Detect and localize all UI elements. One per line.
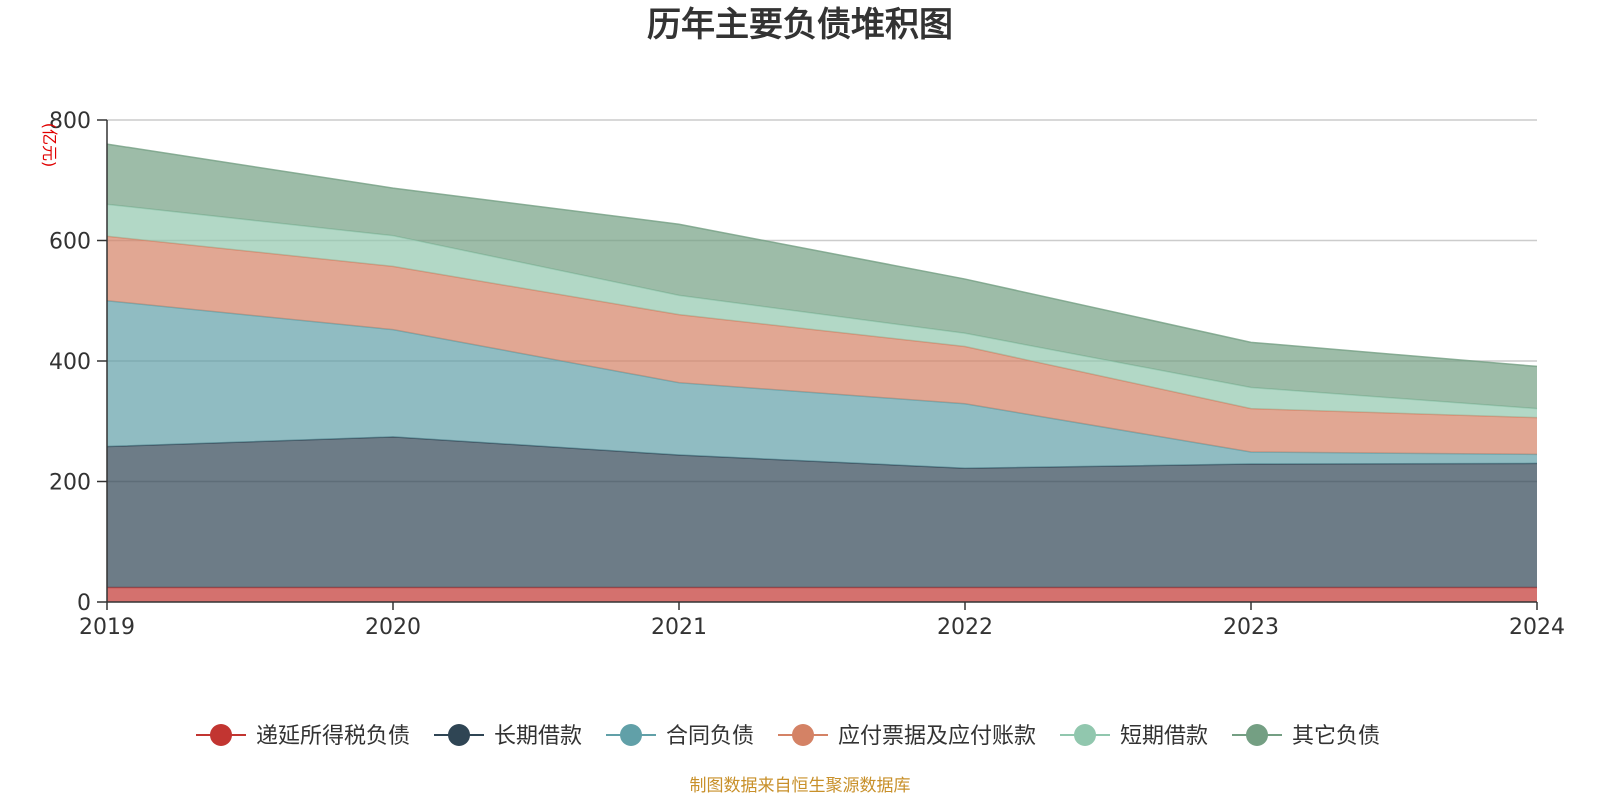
legend-label: 短期借款 <box>1120 724 1208 749</box>
legend-marker <box>210 724 232 746</box>
y-tick-label: 800 <box>49 109 91 134</box>
legend-marker <box>1246 724 1268 746</box>
legend-label: 应付票据及应付账款 <box>838 724 1036 749</box>
y-tick-labels: 0 200 400 600 800 <box>49 109 107 616</box>
source-note: 制图数据来自恒生聚源数据库 <box>690 776 911 796</box>
legend-label: 长期借款 <box>494 724 582 749</box>
x-tick-label: 2021 <box>651 615 707 640</box>
legend-item: 其它负债 <box>1232 724 1380 749</box>
x-tick-labels: 2019 2020 2021 2022 2023 2024 <box>79 602 1565 640</box>
legend-item: 应付票据及应付账款 <box>778 724 1036 749</box>
x-tick-label: 2022 <box>937 615 993 640</box>
legend-item: 递延所得税负债 <box>196 724 410 749</box>
legend: 递延所得税负债 长期借款 合同负债 应付票据及应付账款 短期借款 其它负债 <box>196 724 1380 749</box>
area-series-0 <box>107 587 1537 602</box>
legend-marker <box>620 724 642 746</box>
legend-marker <box>1074 724 1096 746</box>
legend-item: 短期借款 <box>1060 724 1208 749</box>
x-tick-label: 2020 <box>365 615 421 640</box>
area-series-1 <box>107 436 1537 588</box>
series-line-5 <box>106 143 1538 368</box>
y-tick-label: 200 <box>49 471 91 496</box>
legend-marker <box>448 724 470 746</box>
area-series-4 <box>107 204 1537 418</box>
legend-marker <box>792 724 814 746</box>
area-series-5 <box>107 144 1537 409</box>
y-tick-label: 0 <box>77 591 91 616</box>
area-series-2 <box>107 300 1537 469</box>
area-series <box>106 143 1538 602</box>
y-unit-label: (亿元) <box>40 123 59 168</box>
series-line-3 <box>106 235 1538 419</box>
x-tick-label: 2019 <box>79 615 135 640</box>
y-tick-label: 600 <box>49 230 91 255</box>
x-tick-label: 2024 <box>1509 615 1565 640</box>
legend-item: 合同负债 <box>606 724 754 749</box>
area-series-3 <box>107 236 1537 455</box>
legend-label: 递延所得税负债 <box>256 724 410 749</box>
legend-item: 长期借款 <box>434 724 582 749</box>
legend-label: 合同负债 <box>666 724 754 749</box>
legend-label: 其它负债 <box>1292 724 1380 749</box>
chart-title: 历年主要负债堆积图 <box>647 5 953 45</box>
y-tick-label: 400 <box>49 350 91 375</box>
x-tick-label: 2023 <box>1223 615 1279 640</box>
